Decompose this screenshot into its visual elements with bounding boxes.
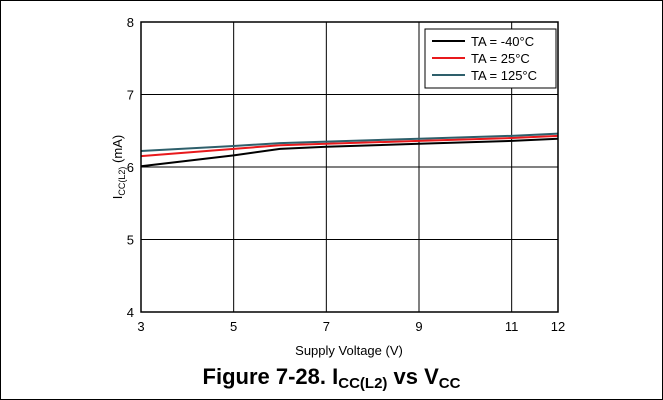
tick-labels: 3 5 7 9 11 12 4 5 6 7 8 (127, 15, 565, 334)
x-tick-label: 12 (551, 319, 565, 334)
y-tick-label: 7 (127, 88, 134, 103)
x-tick-label: 9 (415, 319, 422, 334)
y-tick-label: 4 (127, 305, 134, 320)
x-axis-label: Supply Voltage (V) (295, 343, 403, 358)
x-tick-label: 5 (230, 319, 237, 334)
legend-label: TA = -40°C (471, 34, 534, 49)
y-axis-label: ICC(L2) (mA) (110, 135, 127, 199)
series-line-1 (140, 137, 559, 168)
legend-label: TA = 25°C (471, 51, 530, 66)
series-lines (140, 132, 559, 168)
y-tick-label: 5 (127, 233, 134, 248)
y-tick-label: 8 (127, 15, 134, 30)
grid-lines (141, 22, 558, 312)
legend: TA = -40°C TA = 25°C TA = 125°C (424, 28, 557, 89)
x-tick-label: 7 (323, 319, 330, 334)
x-tick-label: 11 (505, 319, 519, 334)
series-line-2 (140, 134, 559, 158)
legend-label: TA = 125°C (471, 68, 537, 83)
figure-caption: Figure 7-28. ICC(L2) vs VCC (202, 364, 461, 392)
series-line-3 (140, 132, 559, 153)
plot-area-border (140, 21, 559, 313)
x-tick-label: 3 (137, 319, 144, 334)
y-tick-label: 6 (127, 160, 134, 175)
